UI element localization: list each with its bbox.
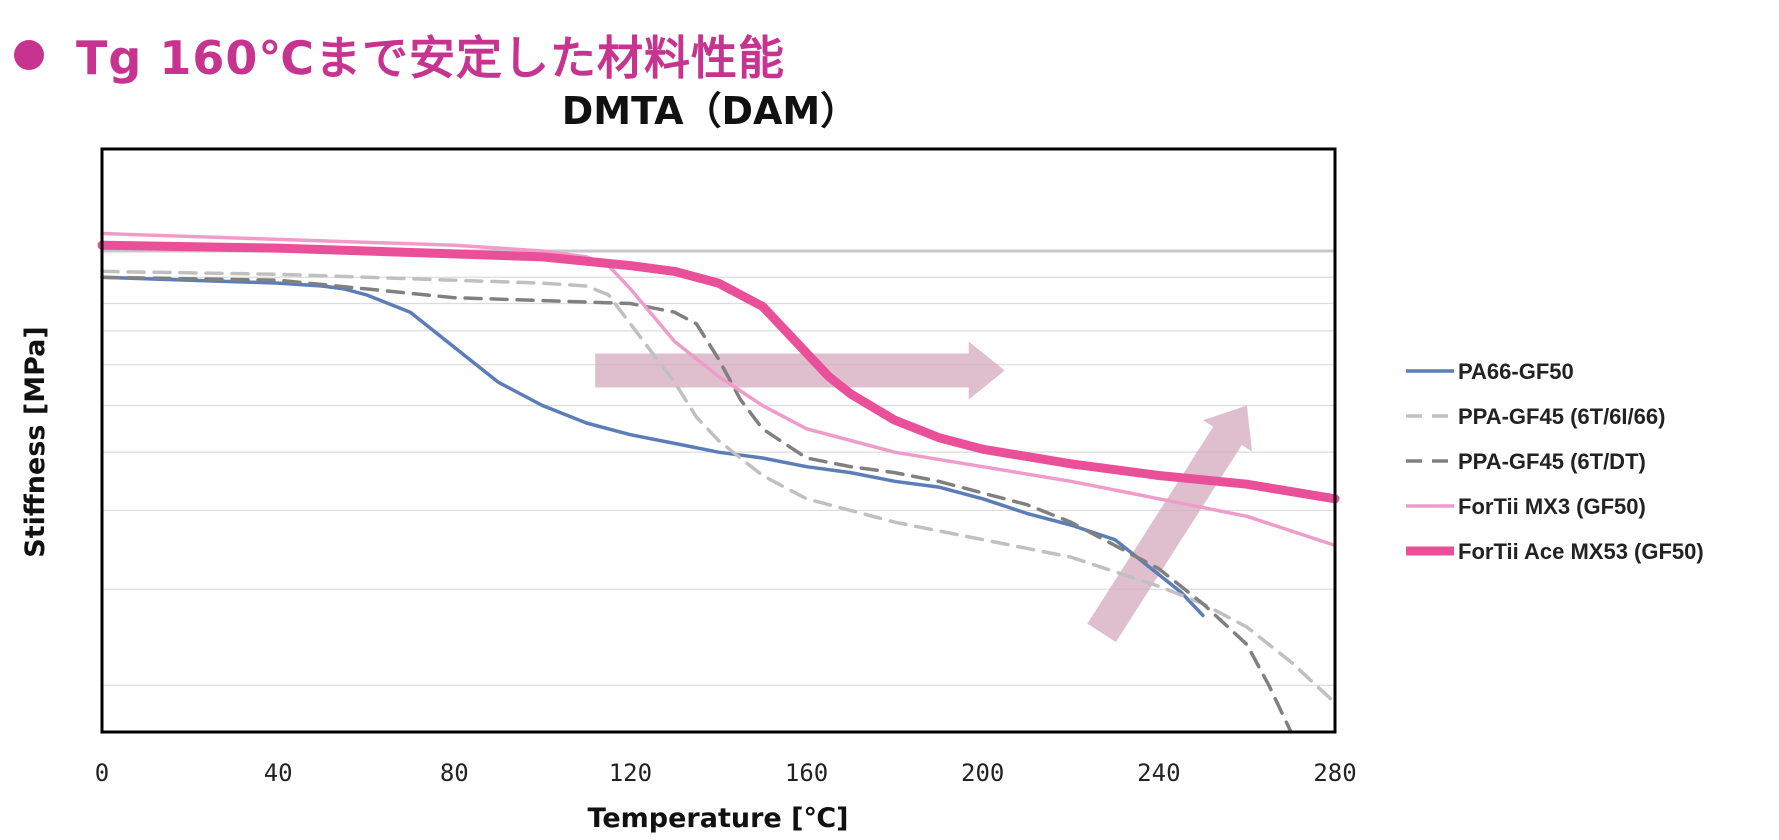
x-axis-ticks: 0 40 80 120 160 200 240 280 [95, 759, 1357, 787]
annotation-arrow-up-right [1087, 405, 1252, 642]
annotation-arrows [595, 341, 1252, 642]
x-tick-label: 120 [609, 759, 652, 787]
chart-title: DMTA（DAM） [562, 89, 859, 133]
x-tick-label: 280 [1313, 759, 1356, 787]
series-line-4 [100, 231, 1337, 548]
legend-label: PPA-GF45 (6T/6I/66) [1458, 404, 1665, 429]
plot-frame [100, 147, 1337, 734]
legend-label: ForTii MX3 (GF50) [1458, 494, 1646, 519]
x-tick-label: 0 [95, 759, 109, 787]
y-axis-label: Stiffness [MPa] [20, 326, 51, 557]
series-line-5 [97, 240, 1340, 504]
series-lines [97, 231, 1340, 734]
legend-label: ForTii Ace MX53 (GF50) [1458, 539, 1704, 564]
x-tick-label: 80 [440, 759, 469, 787]
x-tick-label: 40 [264, 759, 293, 787]
series-line-1 [100, 275, 1205, 618]
bullet-icon [14, 40, 44, 70]
slide-header: Tg 160℃まで安定した材料性能 [14, 22, 785, 88]
legend-label: PA66-GF50 [1458, 359, 1574, 384]
x-tick-label: 160 [785, 759, 828, 787]
series-line-2 [100, 269, 1337, 705]
gridlines [102, 249, 1335, 686]
x-axis-label: Temperature [℃] [588, 803, 849, 834]
legend: PA66-GF50 PPA-GF45 (6T/6I/66) PPA-GF45 (6T… [1406, 359, 1704, 564]
x-tick-label: 240 [1137, 759, 1180, 787]
series-line-3 [100, 275, 1293, 734]
x-tick-label: 200 [961, 759, 1004, 787]
slide-heading: Tg 160℃まで安定した材料性能 [76, 31, 786, 85]
legend-label: PPA-GF45 (6T/DT) [1458, 449, 1646, 474]
annotation-arrow-right [595, 341, 1005, 400]
